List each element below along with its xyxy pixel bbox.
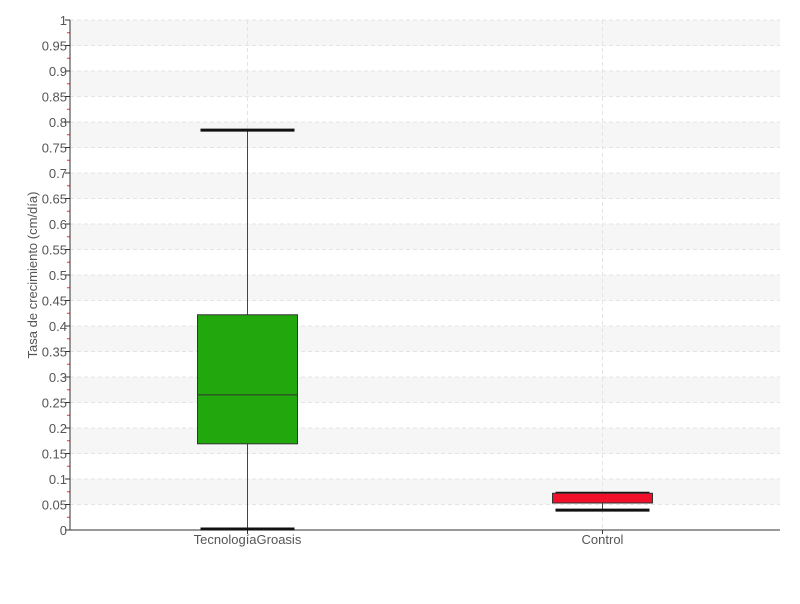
y-tick-label: 0.4	[49, 319, 67, 334]
y-tick-label: 0.75	[42, 141, 67, 156]
y-tick-label: 0.95	[42, 39, 67, 54]
y-tick-label: 0.6	[49, 217, 67, 232]
y-axis-label: Tasa de crecimiento (cm/día)	[25, 192, 40, 359]
y-tick-label: 0.1	[49, 472, 67, 487]
y-tick-label: 0.2	[49, 421, 67, 436]
y-tick-label: 0.65	[42, 192, 67, 207]
x-tick-label: Control	[582, 532, 624, 547]
x-tick-label: TecnologíaGroasis	[194, 532, 302, 547]
y-tick-label: 0.7	[49, 166, 67, 181]
y-tick-label: 0.8	[49, 115, 67, 130]
grid-band	[70, 224, 780, 250]
y-tick-label: 0.05	[42, 498, 67, 513]
y-tick-label: 0.5	[49, 268, 67, 283]
y-tick-label: 1	[60, 13, 67, 28]
y-tick-label: 0.15	[42, 447, 67, 462]
grid-band	[70, 428, 780, 454]
y-tick-label: 0.35	[42, 345, 67, 360]
y-tick-label: 0.3	[49, 370, 67, 385]
y-tick-label: 0.9	[49, 64, 67, 79]
y-tick-label: 0.25	[42, 396, 67, 411]
grid-band	[70, 326, 780, 352]
grid-band	[70, 173, 780, 199]
grid-band	[70, 71, 780, 97]
y-tick-label: 0	[60, 523, 67, 538]
y-tick-label: 0.55	[42, 243, 67, 258]
grid-band	[70, 377, 780, 403]
grid-band	[70, 275, 780, 301]
y-tick-label: 0.85	[42, 90, 67, 105]
grid-band	[70, 20, 780, 46]
grid-band	[70, 122, 780, 148]
box	[552, 492, 653, 504]
grid-band	[70, 479, 780, 505]
y-tick-label: 0.45	[42, 294, 67, 309]
box	[197, 314, 298, 445]
